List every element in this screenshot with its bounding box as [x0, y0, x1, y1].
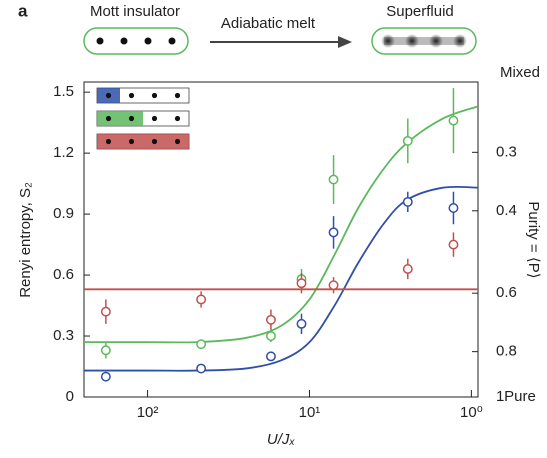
y-tick-label: 0.9 — [53, 205, 74, 222]
y2-bottom-label: Pure — [504, 388, 536, 405]
data-point — [100, 371, 111, 382]
data-point — [328, 174, 339, 185]
y2-tick-label: 0.6 — [496, 284, 517, 301]
superfluid-atoms — [381, 34, 467, 48]
data-point — [265, 314, 276, 325]
x-tick-label: 10¹ — [299, 404, 321, 421]
legend-atom — [128, 92, 135, 99]
y2-tick-label: 0.3 — [496, 143, 517, 160]
data-point — [402, 135, 413, 146]
data-point — [402, 196, 413, 207]
x-axis-title: U/Jₓ — [267, 431, 296, 448]
y-tick-label: 0 — [66, 388, 74, 405]
data-point — [328, 280, 339, 291]
y-axis-title: Renyi entropy, S₂ — [17, 182, 34, 298]
legend-atom — [128, 115, 135, 122]
legend-partition — [97, 111, 143, 126]
x-tick-label: 10⁰ — [460, 404, 483, 421]
data-point — [265, 351, 276, 362]
legend-atom — [105, 138, 112, 145]
legend-atom — [174, 115, 181, 122]
legend-atom — [105, 115, 112, 122]
data-point — [196, 363, 207, 374]
schematic-arrow-label: Adiabatic melt — [221, 15, 316, 32]
plot-frame — [83, 81, 479, 398]
mott-chain — [83, 27, 189, 55]
legend-atom — [174, 138, 181, 145]
data-point — [296, 278, 307, 289]
data-point — [196, 339, 207, 350]
data-point — [296, 318, 307, 329]
legend-atom — [128, 138, 135, 145]
y-tick-label: 1.5 — [53, 83, 74, 100]
y-tick-label: 0.3 — [53, 327, 74, 344]
y2-tick-label: 0.4 — [496, 202, 517, 219]
schematic-right-label: Superfluid — [386, 3, 454, 20]
data-point — [100, 345, 111, 356]
data-point — [448, 115, 459, 126]
legend-atom — [151, 92, 158, 99]
data-point — [328, 227, 339, 238]
mott-atoms — [96, 37, 176, 45]
legend-partition — [97, 134, 189, 149]
legend-atom — [174, 92, 181, 99]
legend-atom — [151, 115, 158, 122]
schematic-left-label: Mott insulator — [90, 3, 180, 20]
x-tick-label: 10² — [137, 404, 159, 421]
data-point — [196, 294, 207, 305]
arrow-head — [338, 36, 352, 48]
panel-label: a — [18, 1, 28, 20]
y2-axis-title: Purity = ⟨P⟩ — [525, 201, 542, 278]
data-point — [100, 306, 111, 317]
legend-atom — [151, 138, 158, 145]
data-point — [448, 239, 459, 250]
superfluid-cloud — [384, 37, 464, 45]
y2-tick-label: 0.8 — [496, 343, 517, 360]
legend-atom — [105, 92, 112, 99]
y2-tick-label: 1 — [496, 388, 504, 405]
data-point — [265, 331, 276, 341]
y-tick-label: 0.6 — [53, 266, 74, 283]
y-tick-label: 1.2 — [53, 144, 74, 161]
data-point — [402, 264, 413, 274]
fit-line — [83, 185, 479, 372]
y2-top-label: Mixed — [500, 64, 540, 81]
data-point — [448, 203, 459, 213]
